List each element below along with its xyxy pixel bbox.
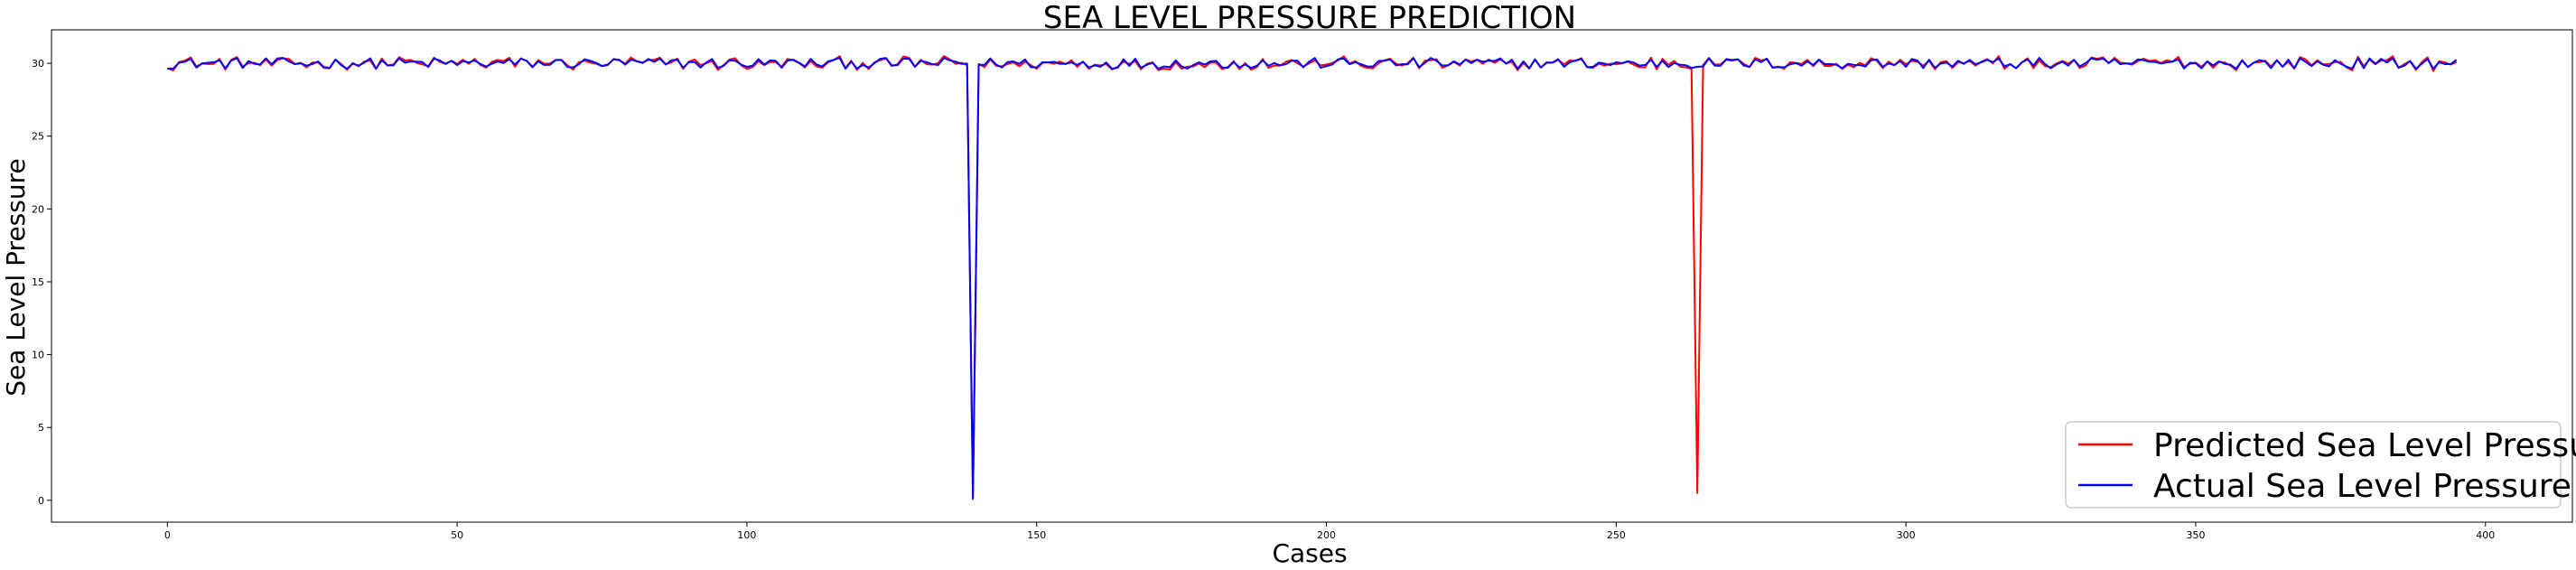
- y-tick-label: 25: [32, 131, 44, 143]
- legend-label-actual: Actual Sea Level Pressure: [2153, 468, 2571, 505]
- chart-title: SEA LEVEL PRESSURE PREDICTION: [1043, 0, 1576, 36]
- legend: Predicted Sea Level Pressure Actual Sea …: [2065, 421, 2576, 509]
- y-axis: 0 5 10 15 20 25 30: [32, 58, 51, 507]
- y-tick-label: 30: [32, 58, 44, 70]
- x-tick-label: 200: [1317, 529, 1336, 541]
- x-tick-label: 0: [164, 529, 171, 541]
- y-tick-label: 10: [32, 350, 44, 361]
- y-tick-label: 5: [38, 422, 44, 434]
- x-axis: 0 50 100 150 200 250 300 350 400: [164, 522, 2495, 541]
- legend-box: [2065, 421, 2562, 509]
- legend-label-predicted: Predicted Sea Level Pressure: [2153, 427, 2576, 464]
- x-tick-label: 100: [737, 529, 756, 541]
- series-layer: [166, 55, 2458, 500]
- x-axis-title: Cases: [1272, 538, 1347, 568]
- plot-frame: [51, 29, 2573, 523]
- y-tick-label: 0: [38, 495, 44, 507]
- x-tick-label: 50: [451, 529, 463, 541]
- y-tick-label: 15: [32, 276, 44, 288]
- x-tick-label: 150: [1027, 529, 1046, 541]
- plot-area: [51, 29, 2573, 523]
- x-tick-label: 400: [2476, 529, 2495, 541]
- series-line-actual: [167, 57, 2458, 500]
- y-tick-label: 20: [32, 203, 44, 215]
- y-axis-title: Sea Level Pressure: [1, 158, 31, 396]
- x-tick-label: 250: [1607, 529, 1626, 541]
- x-tick-label: 300: [1897, 529, 1916, 541]
- x-tick-label: 350: [2186, 529, 2205, 541]
